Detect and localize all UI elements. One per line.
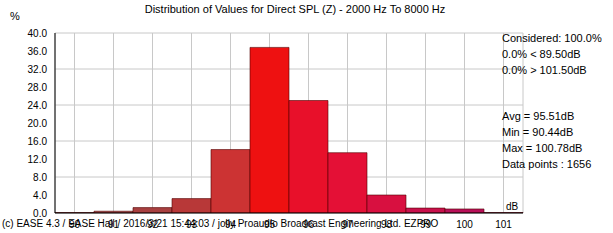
svg-text:40.0: 40.0 xyxy=(28,28,48,39)
html-text:0.0% < 89.50dB: 0.0% < 89.50dB xyxy=(502,48,581,60)
svg-text:0.0: 0.0 xyxy=(33,208,47,219)
svg-text:8.0: 8.0 xyxy=(33,172,47,183)
svg-text:4.0: 4.0 xyxy=(33,190,47,201)
svg-text:36.0: 36.0 xyxy=(28,46,48,57)
svg-text:28.0: 28.0 xyxy=(28,82,48,93)
html-text:0.0% > 101.50dB: 0.0% > 101.50dB xyxy=(502,64,587,76)
svg-text:24.0: 24.0 xyxy=(28,100,48,111)
html-text:Avg = 95.51dB: Avg = 95.51dB xyxy=(502,110,575,122)
html-text:Data points : 1656: Data points : 1656 xyxy=(502,158,592,170)
svg-text:20.0: 20.0 xyxy=(28,118,48,129)
html-text:Min = 90.44dB: Min = 90.44dB xyxy=(502,126,574,138)
html-text:(c) EASE 4.3 / EASE Hall / 201: (c) EASE 4.3 / EASE Hall / 2016/3/21 15:… xyxy=(2,218,439,229)
svg-text:16.0: 16.0 xyxy=(28,136,48,147)
html-text:Distribution of Values for Dir: Distribution of Values for Direct SPL (Z… xyxy=(144,3,446,15)
svg-text:100: 100 xyxy=(456,219,473,230)
html-text:dB: dB xyxy=(506,201,519,212)
html-text:Max = 100.78dB: Max = 100.78dB xyxy=(502,142,583,154)
html-text:Considered: 100.0%: Considered: 100.0% xyxy=(502,32,602,44)
svg-text:12.0: 12.0 xyxy=(28,154,48,165)
svg-text:32.0: 32.0 xyxy=(28,64,48,75)
svg-text:101: 101 xyxy=(495,219,512,230)
